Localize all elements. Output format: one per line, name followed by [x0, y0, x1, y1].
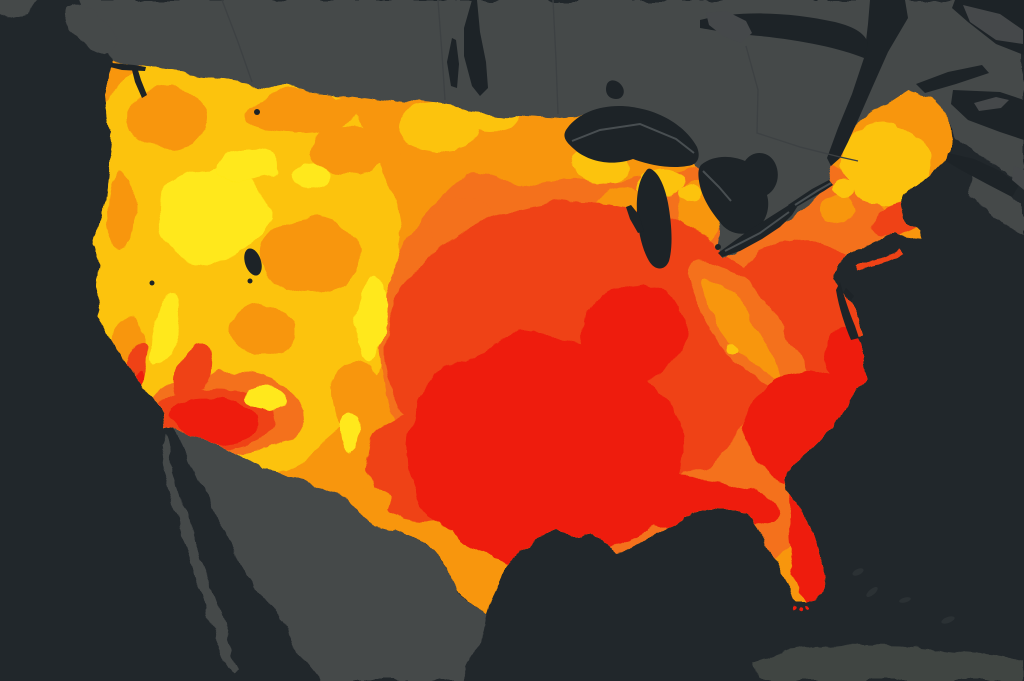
heat-blob-appalachia-inner	[702, 282, 782, 382]
lake-st-clair	[715, 244, 721, 250]
st-lawrence-river	[827, 0, 908, 166]
heat-blob-big-bend	[354, 490, 390, 514]
landmass-mexico	[165, 430, 487, 681]
prince-edward-island	[974, 97, 1009, 111]
lake-michigan	[636, 168, 672, 269]
bahamas-islands	[852, 568, 955, 624]
lake-of-the-woods	[606, 80, 624, 99]
lake-huron	[698, 152, 778, 234]
heat-speck-appalachia	[727, 343, 739, 353]
landmass-baja-california	[158, 440, 242, 671]
cape-breton-island	[1012, 166, 1024, 190]
lake-winnipeg	[464, 0, 488, 96]
heat-blobs-orange-west	[106, 88, 390, 430]
landmass-canada	[78, 0, 1024, 256]
chesapeake-bay	[836, 282, 859, 340]
lake-manitoba	[447, 38, 459, 88]
long-island	[854, 250, 900, 271]
heat-blobs-yellow	[149, 148, 387, 452]
coast-island-speck	[0, 0, 38, 16]
chaleur-bay	[916, 65, 989, 93]
nova-scotia	[966, 172, 1024, 234]
vancouver-island	[64, 7, 117, 56]
island-layer	[706, 5, 1024, 190]
delaware-bay	[843, 288, 854, 300]
province-border-lines	[221, 0, 859, 162]
great-salt-lake	[244, 248, 262, 276]
lake-border-lines	[571, 122, 832, 252]
lake-superior	[564, 106, 699, 168]
landmass-cuba	[755, 645, 1024, 681]
anticosti-island	[706, 11, 752, 43]
florida-keys	[795, 609, 815, 618]
lake-tahoe	[149, 280, 155, 286]
green-bay	[626, 205, 644, 233]
bay-of-fundy	[946, 153, 1019, 197]
lake-pend-oreille	[254, 109, 260, 115]
puget-sound	[132, 67, 147, 98]
utah-lake	[247, 278, 253, 284]
newfoundland	[963, 5, 1023, 44]
